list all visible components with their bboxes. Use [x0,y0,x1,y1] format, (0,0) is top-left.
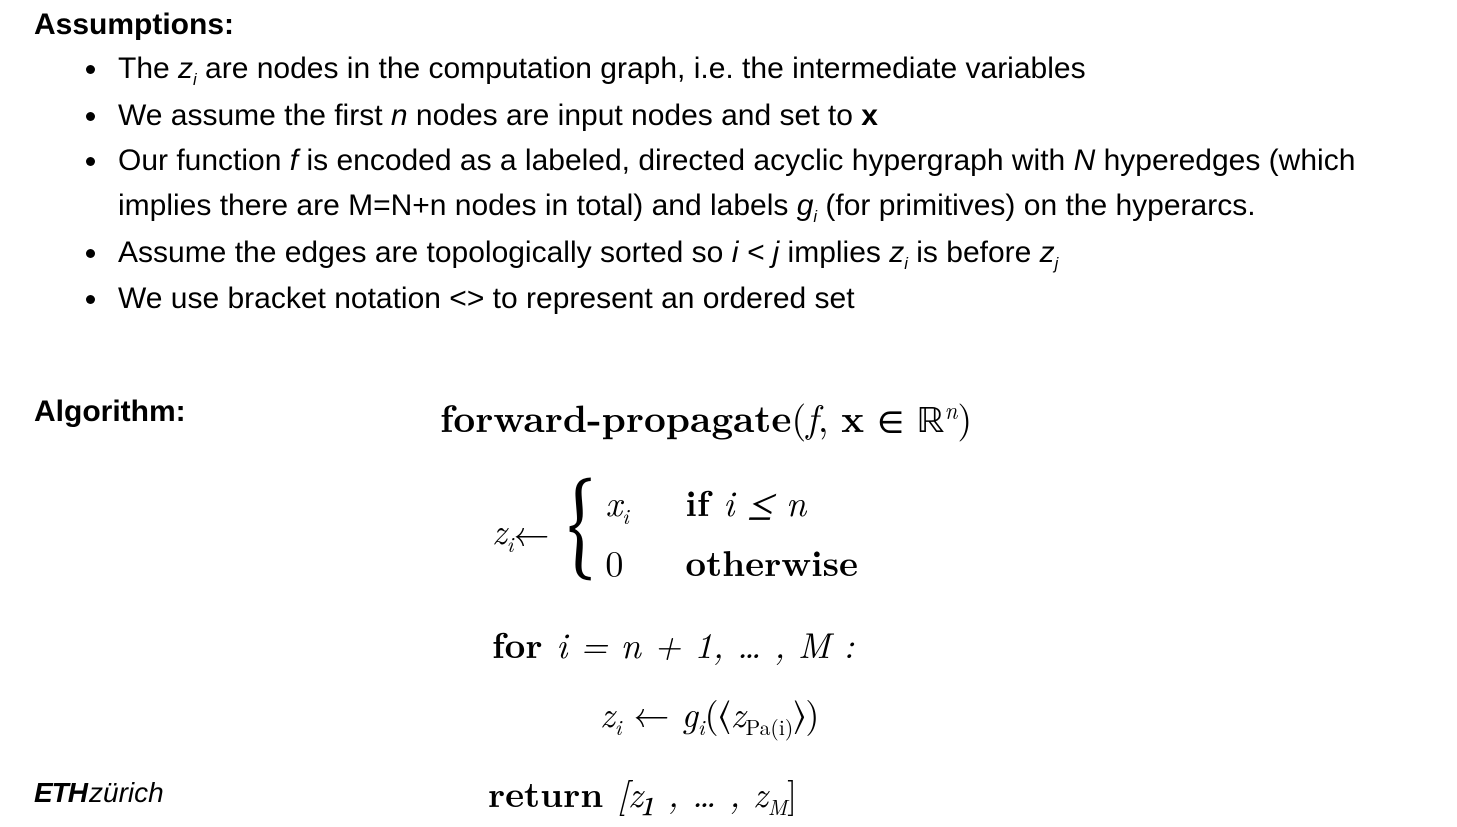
assumptions-heading: Assumptions: [34,8,1423,42]
x: x [605,476,622,527]
case-cond: otherwise [685,535,858,587]
sub-M: M [768,793,787,823]
var-z: z [178,52,193,85]
case-1: xi if i ≤ n [605,475,858,531]
text: The [118,52,178,85]
piecewise-init: zi ← { xi if i ≤ n 0 otherwise [492,473,1140,589]
case-val: xi [605,476,685,531]
list-item: Our function f is encoded as a labeled, … [110,138,1423,230]
text: We assume the first [118,99,391,132]
logo-zurich: zürich [89,777,164,808]
lhs-zi: zi [600,687,621,738]
assign-arrow: ← [621,687,681,738]
text: Our function [118,144,290,177]
function-signature: forward-propagate(f, x ∈ ℝn) [440,390,1140,447]
case-cond: if i ≤ n [685,475,806,530]
text: is before [908,236,1040,269]
for-range: i = n + 1, … , M : [556,618,854,669]
slide: Assumptions: The zi are nodes in the com… [0,0,1457,827]
sub-i: i [622,501,629,531]
var-zi: z [889,236,904,269]
cases: xi if i ≤ n 0 otherwise [605,473,858,589]
text: nodes are input nodes and set to [408,99,862,132]
z: z [731,687,746,738]
z: z [600,687,615,738]
sup-n: n [945,392,958,425]
assumptions-list: The zi are nodes in the computation grap… [110,46,1423,321]
var-f: f [806,390,818,444]
vec-x: x [861,99,878,132]
assign-arrow: ← [513,506,549,557]
case-2: 0 otherwise [605,535,858,587]
bracket-close: ] [787,767,797,818]
var-f: f [290,144,298,177]
text: Assume the edges are topologically sorte… [118,236,732,269]
sub-i: i [507,529,514,559]
comma: , [818,390,841,444]
text: [z₁ , … , z [617,767,768,818]
var-zj: z [1040,236,1055,269]
paren-open: ( [791,390,806,444]
list-item: Assume the edges are topologically sorte… [110,230,1423,277]
subscript-j: j [1055,255,1059,273]
text: is encoded as a labeled, directed acycli… [298,144,1073,177]
sub-i: i [698,712,705,742]
sub-pa: Pa(i) [746,712,794,742]
for-kw: for [492,617,556,669]
return-kw: return [488,766,617,818]
real-R: ℝ [917,404,945,442]
var-N: N [1074,144,1096,177]
list-item: We assume the first n nodes are input no… [110,93,1423,138]
cond: i ≤ n [723,476,806,527]
list-item: We use bracket notation <> to represent … [110,276,1423,321]
var-n: n [391,99,408,132]
close-angle: ⟩) [793,687,819,738]
ineq: i < j [732,236,780,269]
if: if [685,475,723,527]
update-step: zi ← gi(⟨zPa(i)⟩) [600,687,1140,742]
algorithm-math: forward-propagate(f, x ∈ ℝn) zi ← { xi i… [440,390,1140,823]
case-val: 0 [605,536,685,587]
paren-close: ) [957,390,972,444]
g: g [681,687,698,738]
left-brace-icon: { [568,487,595,575]
var-g: g [797,189,814,222]
fn-name: forward-propagate [440,390,791,444]
text: (for primitives) on the hyperarcs. [817,189,1255,222]
elem-of: ∈ [864,390,917,444]
for-loop: for i = n + 1, … , M : [492,617,1140,669]
open-angle: (⟨ [705,687,731,738]
text: are nodes in the computation graph, i.e.… [197,52,1086,85]
text: implies [779,236,889,269]
text: We use bracket notation <> to represent … [118,282,855,315]
return-vec: [z₁ , … , zM] [617,767,797,818]
z: z [492,504,507,555]
eth-logo: ETHzürich [34,777,164,809]
vec-x: x [841,390,864,444]
logo-eth: ETH [34,777,87,808]
algorithm-heading: Algorithm: [34,395,186,429]
var-zi: zi [492,504,513,559]
return-line: return [z₁ , … , zM] [488,766,1140,822]
fn-args: (f, x ∈ ℝn) [791,390,972,444]
list-item: The zi are nodes in the computation grap… [110,46,1423,93]
